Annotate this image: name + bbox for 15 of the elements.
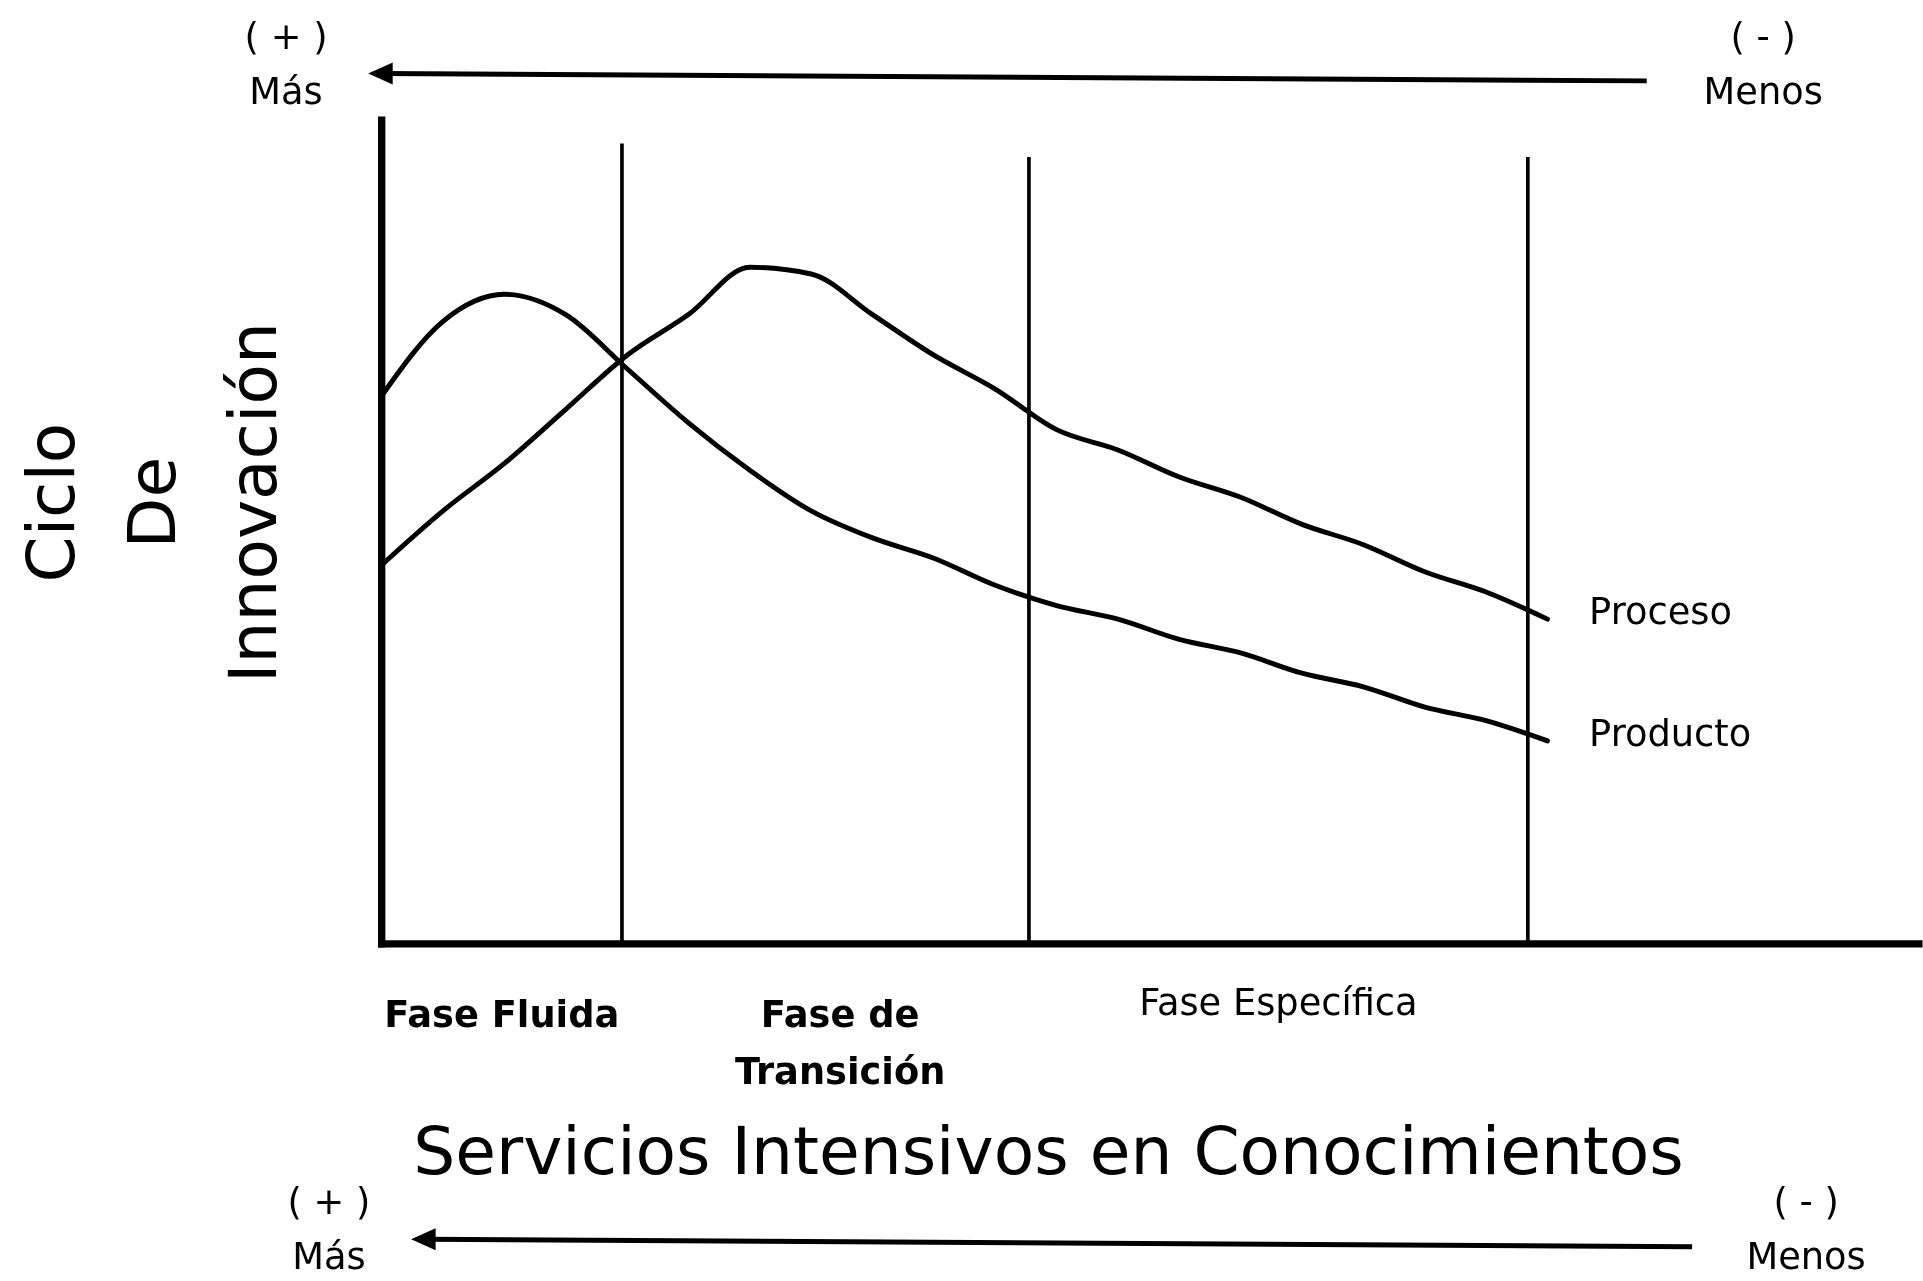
x-axis-title: Servicios Intensivos en Conocimientos bbox=[413, 1113, 1684, 1191]
text: Fase de Transición bbox=[734, 993, 946, 1093]
text: Más bbox=[249, 70, 323, 114]
y-axis-title: Ciclo De Innovación bbox=[12, 322, 293, 684]
text: Menos bbox=[1703, 70, 1823, 114]
series-label: Producto bbox=[1589, 711, 1752, 755]
text: Fase Específica bbox=[1139, 980, 1418, 1024]
text: ( + ) bbox=[287, 1179, 371, 1223]
series-label: Proceso bbox=[1589, 590, 1732, 633]
text: Fase Fluida bbox=[384, 993, 620, 1037]
text: ( - ) bbox=[1773, 1179, 1839, 1223]
text: ( + ) bbox=[244, 15, 328, 59]
text: ( - ) bbox=[1730, 15, 1796, 59]
text: Menos bbox=[1746, 1234, 1866, 1278]
text: Más bbox=[292, 1234, 366, 1278]
